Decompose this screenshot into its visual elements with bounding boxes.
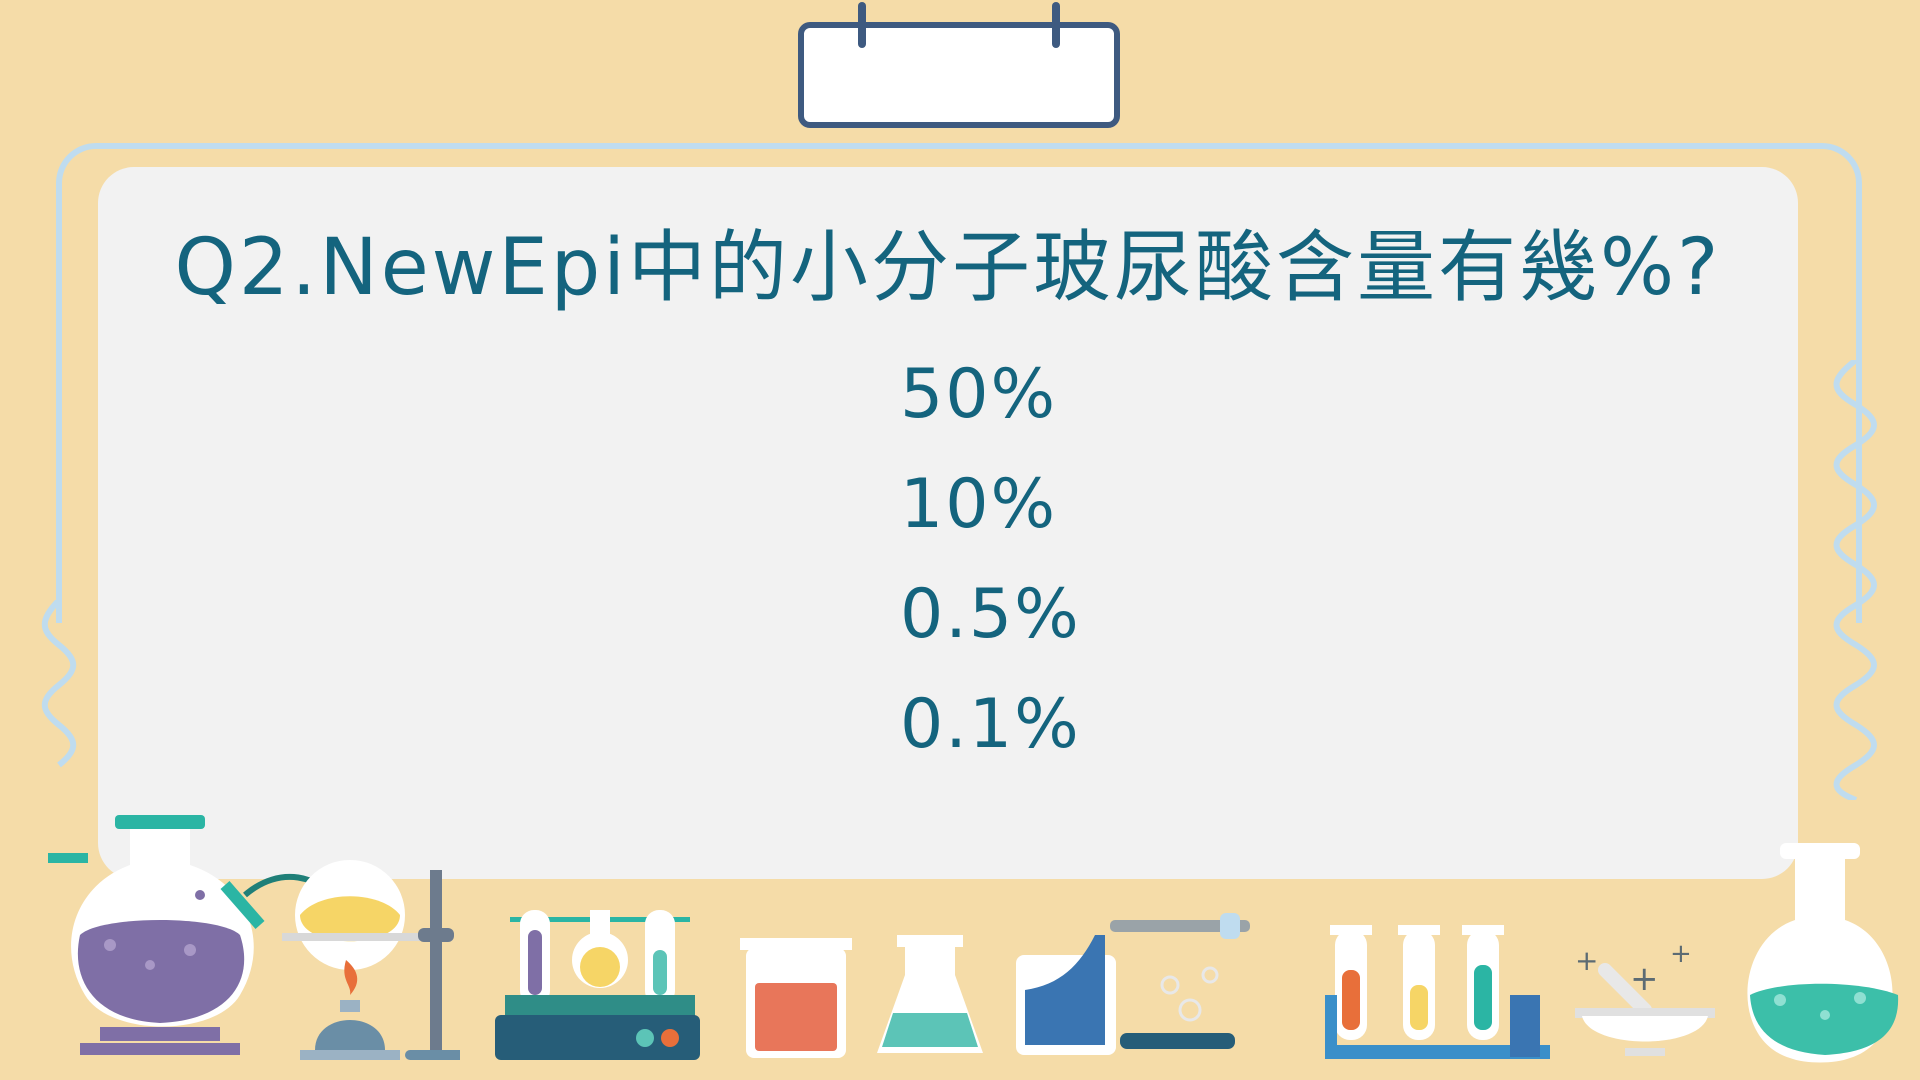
- question-board: [98, 167, 1798, 879]
- svg-text:+: +: [1670, 940, 1692, 969]
- erlenmeyer-flask-icon: [877, 935, 983, 1053]
- answer-options: 50% 10% 0.5% 0.1%: [900, 350, 1200, 790]
- beaker-icon: [740, 938, 852, 1058]
- test-tubes-icon: [1325, 925, 1550, 1059]
- frame-wave-left: [41, 600, 77, 768]
- clipboard-tab: [798, 22, 1120, 128]
- mortar-pestle-icon: + + +: [1575, 940, 1715, 1056]
- clipboard-ring-right: [1052, 2, 1060, 48]
- svg-text:+: +: [1575, 944, 1598, 977]
- option-a[interactable]: 50%: [900, 355, 1058, 434]
- round-flask-icon: [48, 815, 310, 1055]
- alcohol-lamp-icon: [282, 860, 460, 1060]
- option-d[interactable]: 0.1%: [900, 685, 1081, 764]
- round-bottom-flask-icon: [1747, 843, 1899, 1063]
- frame-wave-right: [1833, 360, 1877, 800]
- clipboard-ring-left: [858, 2, 866, 48]
- dropper-icon: [1016, 913, 1250, 1055]
- question-text: Q2.NewEpi中的小分子玻尿酸含量有幾%?: [174, 223, 1722, 313]
- test-tube-rack-icon: [495, 910, 700, 1060]
- option-c[interactable]: 0.5%: [900, 575, 1081, 654]
- option-b[interactable]: 10%: [900, 465, 1058, 544]
- frame-outline: [56, 143, 1862, 623]
